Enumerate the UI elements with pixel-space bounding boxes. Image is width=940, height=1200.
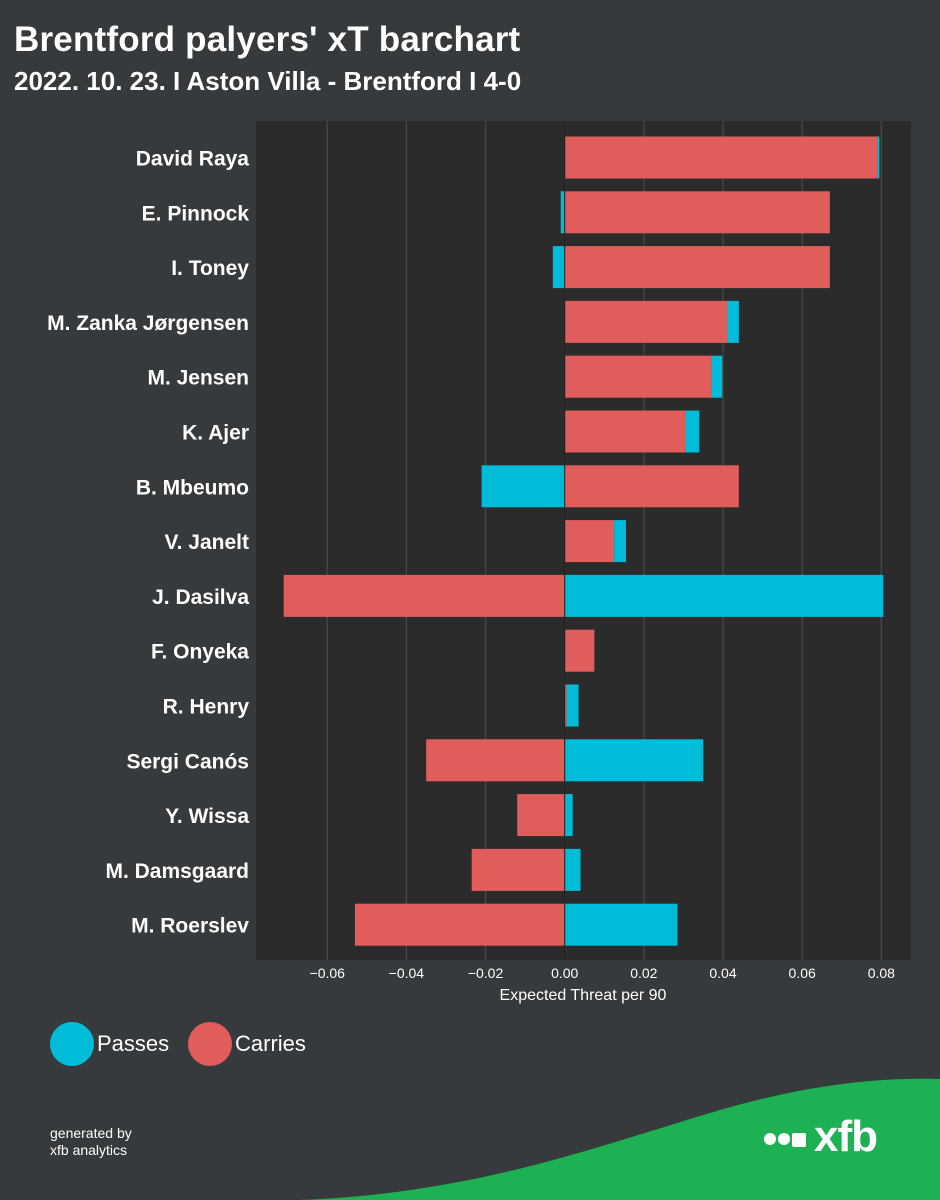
passes-legend-swatch — [50, 1022, 94, 1066]
carries-bar — [564, 246, 830, 289]
x-tick-label: −0.04 — [389, 965, 425, 981]
passes-bar — [614, 520, 627, 563]
passes-bar — [726, 300, 739, 343]
player-label: V. Janelt — [165, 531, 249, 554]
x-tick-label: −0.02 — [468, 965, 504, 981]
brand-name: xfb — [814, 1112, 878, 1161]
player-label: Sergi Canós — [126, 750, 249, 773]
x-tick-labels: −0.06 −0.04 −0.02 0.00 0.02 0.04 0.06 0.08 — [310, 965, 896, 981]
player-label: M. Jensen — [147, 367, 249, 390]
carries-bar — [354, 903, 565, 946]
credit-line-1: generated by — [50, 1125, 132, 1141]
player-label: M. Zanka Jørgensen — [47, 312, 249, 335]
player-labels: David Raya E. Pinnock I. Toney M. Zanka Jør… — [47, 148, 249, 938]
carries-bar — [564, 410, 686, 453]
x-tick-label: 0.04 — [709, 965, 736, 981]
passes-bar — [564, 739, 704, 782]
carries-legend-swatch — [188, 1022, 232, 1066]
passes-bar — [877, 136, 880, 179]
passes-bar — [564, 794, 573, 837]
carries-bar — [564, 465, 739, 508]
player-label: J. Dasilva — [152, 586, 249, 609]
x-tick-label: 0.02 — [630, 965, 657, 981]
carries-bar — [564, 684, 567, 727]
passes-legend-label: Passes — [97, 1031, 170, 1056]
carries-bar — [471, 848, 565, 891]
player-label: F. Onyeka — [151, 641, 249, 664]
carries-bar — [517, 794, 565, 837]
carries-bar — [283, 574, 565, 617]
passes-bar — [560, 191, 565, 234]
carries-bar — [426, 739, 565, 782]
player-label: K. Ajer — [182, 422, 249, 445]
carries-bar — [564, 520, 615, 563]
x-axis-label: Expected Threat per 90 — [500, 987, 667, 1004]
passes-bar — [685, 410, 700, 453]
chart-title: Brentford palyers' xT barchart — [14, 20, 521, 59]
x-tick-label: 0.08 — [868, 965, 895, 981]
passes-bar — [552, 246, 565, 289]
carries-bar — [564, 355, 712, 398]
carries-bar — [564, 191, 830, 234]
x-tick-label: −0.06 — [310, 965, 346, 981]
credit-line-2: xfb analytics — [50, 1142, 128, 1158]
footer-wave — [300, 1078, 940, 1200]
carries-legend-label: Carries — [235, 1031, 306, 1056]
player-label: M. Roerslev — [131, 915, 249, 938]
bars — [283, 136, 884, 946]
chart-subtitle: 2022. 10. 23. I Aston Villa - Brentford … — [14, 66, 522, 96]
carries-bar — [564, 136, 878, 179]
player-label: Y. Wissa — [165, 805, 249, 828]
x-tick-label: 0.00 — [551, 965, 578, 981]
player-label: R. Henry — [163, 696, 250, 719]
xt-bar-chart: David Raya E. Pinnock I. Toney M. Zanka Jør… — [47, 121, 911, 1004]
carries-bar — [564, 300, 727, 343]
passes-bar — [566, 684, 579, 727]
player-label: I. Toney — [171, 257, 249, 280]
carries-bar — [564, 629, 595, 672]
passes-bar — [564, 903, 678, 946]
player-label: E. Pinnock — [142, 202, 250, 225]
x-tick-label: 0.06 — [789, 965, 816, 981]
passes-bar — [481, 465, 565, 508]
footer-credit: generated by xfb analytics — [50, 1125, 132, 1159]
passes-bar — [711, 355, 723, 398]
player-label: David Raya — [136, 148, 250, 171]
logo-dots-icon — [764, 1133, 812, 1147]
player-label: M. Damsgaard — [105, 860, 249, 883]
passes-bar — [564, 848, 581, 891]
player-label: B. Mbeumo — [136, 476, 249, 499]
passes-bar — [564, 574, 884, 617]
